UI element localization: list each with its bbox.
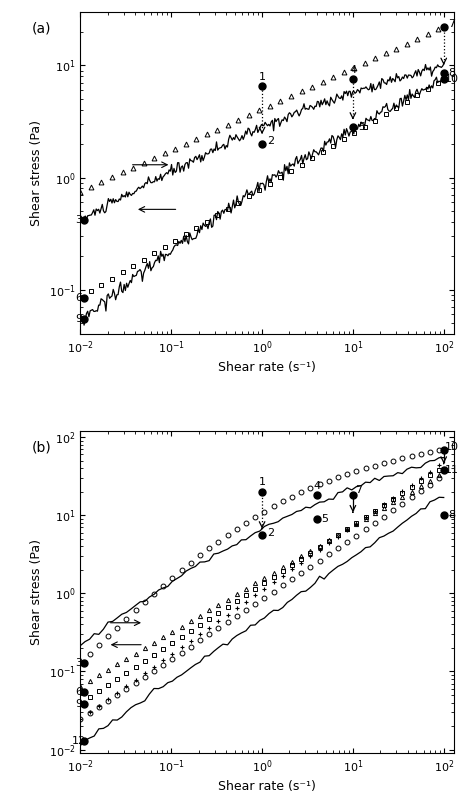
Text: 1: 1 [259,72,265,81]
Text: 4: 4 [313,481,320,490]
Text: (a): (a) [32,22,52,36]
Text: 4: 4 [350,65,357,75]
Text: 1: 1 [259,477,265,487]
Text: 6: 6 [75,292,82,303]
Text: 11: 11 [445,465,459,475]
Text: 7: 7 [355,485,362,495]
Text: 8: 8 [448,510,455,520]
Text: 3: 3 [75,214,82,225]
Text: 12: 12 [71,736,86,746]
Text: 9: 9 [75,314,82,324]
Text: 7: 7 [448,19,455,29]
Text: 2: 2 [267,136,274,146]
X-axis label: Shear rate (s⁻¹): Shear rate (s⁻¹) [219,361,316,375]
Text: 5: 5 [358,123,365,132]
Text: 6: 6 [75,687,82,697]
Text: 5: 5 [322,514,329,524]
Text: 10: 10 [445,74,459,84]
Text: 3: 3 [75,658,82,668]
Y-axis label: Shear stress (Pa): Shear stress (Pa) [30,539,43,645]
Text: 10: 10 [445,442,459,453]
Text: 2: 2 [267,528,274,538]
X-axis label: Shear rate (s⁻¹): Shear rate (s⁻¹) [219,780,316,793]
Text: 9: 9 [75,699,82,709]
Y-axis label: Shear stress (Pa): Shear stress (Pa) [30,120,43,226]
Text: (b): (b) [32,441,52,454]
Text: 8: 8 [448,69,455,78]
